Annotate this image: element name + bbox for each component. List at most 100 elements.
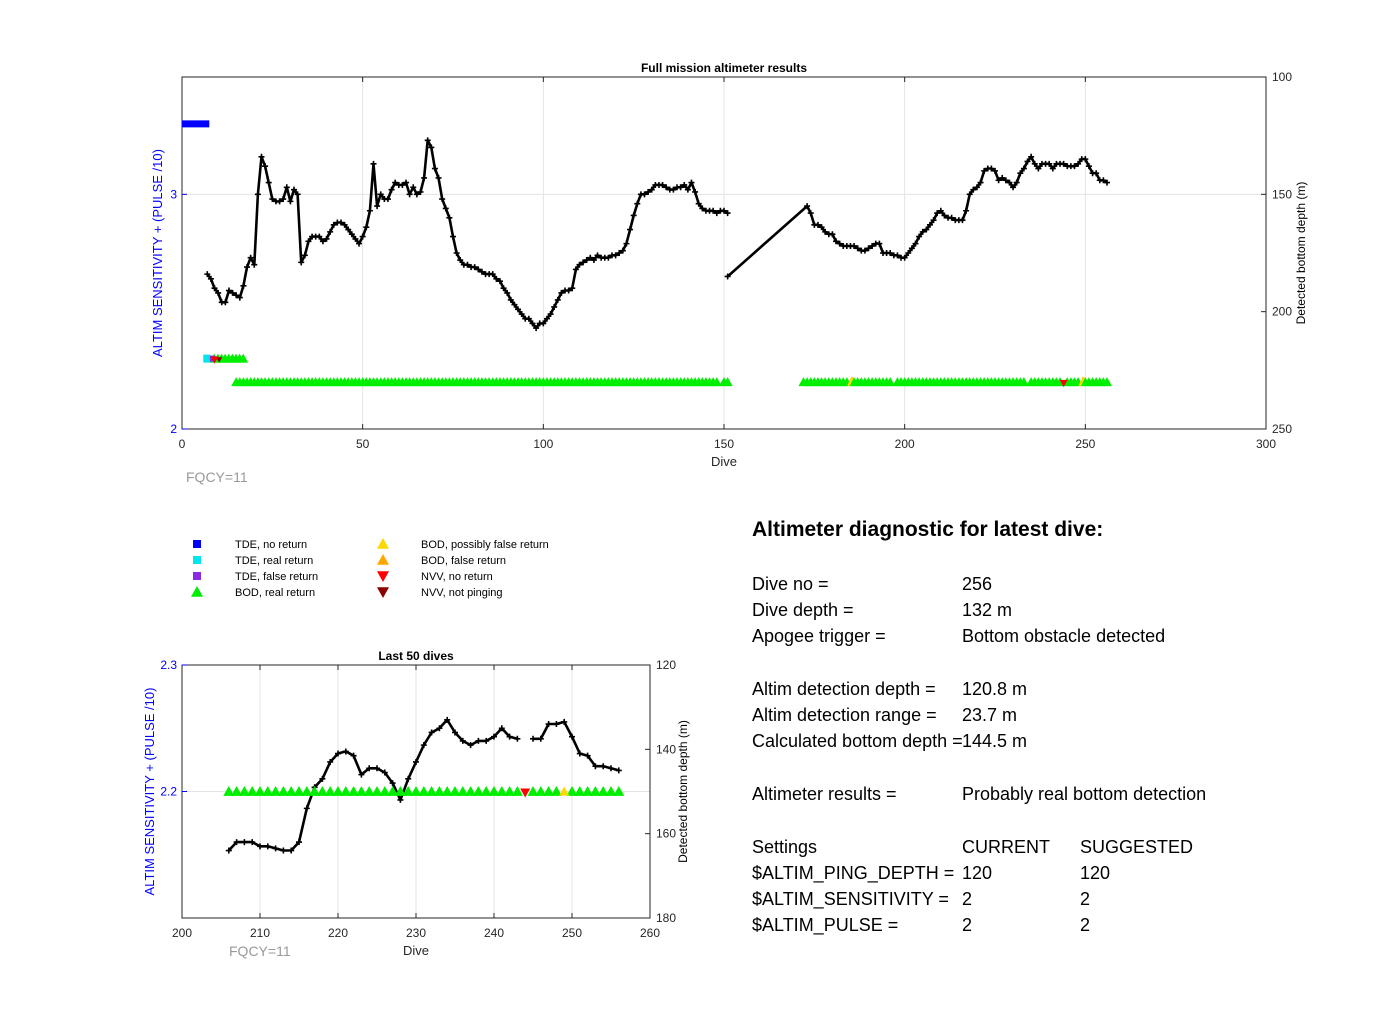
nvv-no-return-marker [520, 788, 531, 798]
y-left-axis-label: ALTIM SENSITIVITY + (PULSE /10) [142, 688, 157, 896]
y-right-tick-label: 160 [656, 827, 676, 841]
depth-point [424, 137, 431, 144]
depth-point [854, 245, 861, 252]
legend-marker [193, 572, 201, 580]
bod-real-return-marker [543, 786, 555, 796]
depth-point [659, 181, 666, 188]
depth-point [388, 186, 395, 193]
depth-point [561, 718, 568, 725]
diag-key: Calculated bottom depth = [752, 731, 963, 751]
depth-point [681, 181, 688, 188]
y-right-tick-label: 250 [1272, 422, 1292, 436]
depth-point [316, 233, 323, 240]
diagnostic-title: Altimeter diagnostic for latest dive: [752, 518, 1104, 541]
bod-real-return-marker [465, 786, 477, 796]
depth-point [926, 221, 933, 228]
diag-value-suggested: 2 [1080, 889, 1091, 909]
depth-point [215, 289, 222, 296]
depth-point [894, 252, 901, 259]
depth-point [335, 750, 341, 757]
bod-real-return-marker [535, 786, 547, 796]
depth-point [272, 845, 279, 852]
bod-real-return-marker [418, 786, 430, 796]
y-right-tick-label: 120 [656, 658, 676, 672]
x-axis-label: Dive [711, 454, 737, 469]
depth-point [464, 261, 471, 268]
depth-point [491, 733, 497, 740]
depth-point [241, 839, 248, 846]
x-tick-label: 50 [356, 437, 370, 451]
depth-point [452, 729, 458, 736]
depth-point [1013, 179, 1020, 186]
depth-point [305, 238, 312, 245]
diag-value-suggested: SUGGESTED [1080, 837, 1194, 857]
depth-point [1104, 179, 1111, 186]
depth-point [204, 271, 211, 278]
depth-point [630, 212, 637, 219]
diag-value: 2 [962, 889, 973, 909]
legend-marker [377, 554, 389, 565]
depth-point [296, 839, 302, 846]
depth-point [435, 174, 442, 181]
bod-real-return-marker [387, 786, 399, 796]
depth-point [475, 737, 482, 744]
depth-point [533, 325, 540, 332]
diag-key: $ALTIM_SENSITIVITY = [752, 889, 949, 909]
depth-point [699, 205, 706, 212]
depth-point [1035, 165, 1042, 172]
depth-point [543, 315, 550, 322]
depth-point [869, 242, 876, 249]
depth-point [977, 179, 984, 186]
depth-point [457, 257, 464, 264]
bod-real-return-marker [262, 786, 274, 796]
bod-possibly-false-marker [847, 376, 854, 387]
depth-point [515, 306, 522, 313]
fqcy-annotation: FQCY=11 [186, 469, 248, 485]
bod-real-return-marker [238, 786, 250, 796]
y-left-tick-label: 3 [170, 187, 177, 201]
depth-point [384, 196, 391, 203]
depth-point [342, 748, 349, 755]
depth-point [905, 250, 912, 256]
depth-point [724, 273, 731, 280]
legend: TDE, no return TDE, real return TDE, false… [191, 538, 549, 599]
depth-point [912, 240, 919, 247]
depth-point [251, 261, 258, 268]
depth-point [648, 186, 655, 193]
depth-point [303, 805, 310, 812]
depth-point [370, 160, 377, 167]
depth-point [836, 240, 843, 247]
depth-point [514, 735, 521, 742]
x-tick-label: 150 [714, 437, 734, 451]
bod-real-return-marker [597, 786, 609, 796]
depth-point [288, 847, 295, 854]
depth-point [923, 226, 930, 233]
depth-point [822, 228, 829, 235]
bod-real-return-marker [496, 786, 508, 796]
bod-real-return-marker [254, 786, 266, 796]
bod-real-return-marker [472, 786, 484, 796]
depth-point [1024, 158, 1031, 165]
depth-point [262, 163, 269, 170]
bod-real-return-marker [589, 786, 601, 796]
tde-real-return-marker [203, 354, 211, 363]
depth-point [1049, 165, 1056, 172]
depth-point [399, 181, 406, 188]
bod-real-return-marker [605, 786, 617, 796]
depth-point [337, 219, 344, 226]
depth-point [413, 191, 420, 198]
depth-point [319, 775, 326, 782]
depth-point [269, 196, 276, 203]
depth-point [356, 240, 363, 247]
depth-point [695, 200, 702, 207]
depth-point [247, 254, 254, 261]
depth-point [511, 301, 518, 308]
bod-real-return-marker [457, 786, 469, 796]
depth-point [981, 167, 988, 174]
bod-real-return-marker [363, 786, 375, 796]
bod-real-return-marker [550, 786, 562, 796]
bod-real-return-marker [394, 786, 406, 796]
diag-key: $ALTIM_PULSE = [752, 915, 899, 935]
fqcy-annotation: FQCY=11 [229, 943, 291, 959]
depth-point [397, 796, 404, 803]
